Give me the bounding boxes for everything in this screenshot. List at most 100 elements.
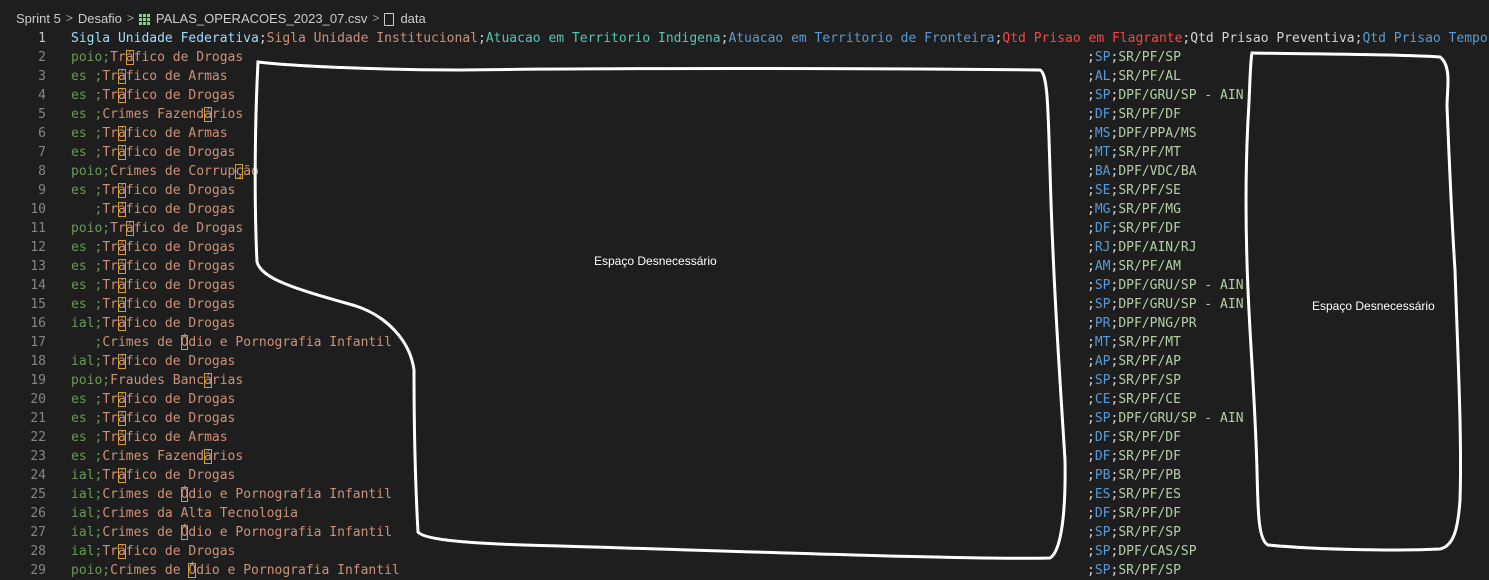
crime-text: dio e Pornografia Infantil [188, 487, 392, 502]
crime-text: fico de Drogas [125, 544, 236, 559]
line-number: 16 [30, 316, 46, 331]
csv-data-line[interactable]: ial;Tráfico de Drogas [71, 542, 1489, 561]
csv-data-line[interactable]: es ;Tráfico de Armas [71, 124, 1489, 143]
csv-data-line-right: ;SP;SR/PF/SP [1087, 563, 1181, 578]
uf-field: SP [1094, 411, 1111, 426]
csv-data-line[interactable]: es ;Tráfico de Drogas [71, 181, 1489, 200]
encoding-error-char: á [117, 544, 126, 559]
encoding-error-char: á [117, 240, 126, 255]
crime-text: rias [211, 373, 244, 388]
truncated-field: es ; [71, 107, 103, 122]
truncated-field: ial; [71, 487, 103, 502]
breadcrumb: Sprint 5 > Desafio > PALAS_OPERACOES_202… [0, 0, 1489, 36]
crime-text: fico de Drogas [125, 202, 236, 217]
truncated-field: ; [71, 202, 103, 217]
crime-text: Tr [102, 259, 118, 274]
uf-field: MG [1094, 202, 1111, 217]
csv-data-line[interactable]: es ;Crimes Fazendários [71, 447, 1489, 466]
header-field: Qtd Prisao Temporar [1362, 31, 1489, 46]
line-number: 14 [30, 278, 46, 293]
line-number: 3 [38, 69, 46, 84]
csv-data-line-right: ;DF;SR/PF/DF [1087, 107, 1181, 122]
csv-data-line-right: ;MT;SR/PF/MT [1087, 145, 1181, 160]
crime-text: Tr [110, 50, 126, 65]
editor-text-area[interactable]: Sigla Unidade Federativa; Sigla Unidade I… [71, 29, 1489, 580]
code-editor[interactable]: 1 2 3 4 5 6 7 8 9 10 11 12 13 14 15 16 17 18 19 20 21 22 23 24… [0, 29, 1489, 580]
encoding-error-char: á [204, 449, 212, 464]
csv-data-line[interactable]: es ;Tráfico de Drogas [71, 390, 1489, 409]
truncated-field: ial; [71, 525, 103, 540]
csv-data-line[interactable]: poio;Crimes de Corrupção [71, 162, 1489, 181]
annotation-label: Espaço Desnecessário [1312, 299, 1435, 313]
csv-data-line[interactable]: ;Crimes de Ódio e Pornografia Infantil [71, 333, 1489, 352]
csv-data-line[interactable]: es ;Tráfico de Drogas [71, 238, 1489, 257]
csv-data-line-right: ;RJ;DPF/AIN/RJ [1087, 240, 1197, 255]
encoding-error-char: á [125, 50, 134, 65]
crime-text: Tr [102, 88, 118, 103]
right-visible-columns: ;SP;SR/PF/SP ;AL;SR/PF/AL ;SP;DPF/GRU/SP -… [1087, 48, 1244, 580]
unit-field: SR/PF/SP [1118, 373, 1181, 388]
encoding-error-char: á [117, 392, 126, 407]
crime-text: fico de Drogas [125, 392, 236, 407]
csv-data-line[interactable]: ial;Crimes de Ódio e Pornografia Infanti… [71, 523, 1489, 542]
truncated-field: ial; [71, 544, 103, 559]
csv-data-line[interactable]: ial;Tráfico de Drogas [71, 466, 1489, 485]
uf-field: DF [1094, 506, 1111, 521]
crime-text: fico de Drogas [133, 221, 244, 236]
truncated-field: es ; [71, 411, 103, 426]
encoding-error-char: á [117, 354, 126, 369]
crime-text: fico de Drogas [125, 468, 236, 483]
csv-data-line[interactable]: poio;Fraudes Bancárias [71, 371, 1489, 390]
crime-text: fico de Armas [125, 69, 228, 84]
crime-text: Tr [102, 430, 118, 445]
header-field: Sigla Unidade Institucional [266, 31, 478, 46]
encoding-error-char: á [117, 297, 126, 312]
csv-data-line[interactable]: poio;Tráfico de Drogas [71, 219, 1489, 238]
csv-data-line[interactable]: poio;Crimes de Ódio e Pornografia Infant… [71, 561, 1489, 580]
csv-data-line[interactable]: ;Tráfico de Drogas [71, 200, 1489, 219]
csv-data-line[interactable]: poio;Tráfico de Drogas [71, 48, 1489, 67]
line-number: 20 [30, 392, 46, 407]
crime-text: Tr [102, 392, 118, 407]
csv-data-line[interactable]: ial;Crimes de Ódio e Pornografia Infanti… [71, 485, 1489, 504]
csv-data-line[interactable]: es ;Tráfico de Drogas [71, 276, 1489, 295]
csv-data-line[interactable]: es ;Tráfico de Drogas [71, 257, 1489, 276]
header-field: Atuacao em Territorio de Fronteira [728, 31, 995, 46]
unit-field: SR/PF/SP [1118, 563, 1181, 578]
csv-file-icon [138, 13, 150, 25]
csv-data-line[interactable]: ial;Crimes da Alta Tecnologia [71, 504, 1489, 523]
csv-data-line[interactable]: es ;Tráfico de Drogas [71, 409, 1489, 428]
breadcrumb-folder-desafio[interactable]: Desafio [77, 10, 122, 26]
breadcrumb-symbol-data[interactable]: data [400, 10, 426, 26]
line-number: 4 [38, 88, 46, 103]
csv-data-line[interactable]: es ;Tráfico de Armas [71, 428, 1489, 447]
unit-field: SR/PF/AM [1118, 259, 1181, 274]
csv-data-line-right: ;SP;DPF/GRU/SP - AIN [1087, 278, 1244, 293]
breadcrumb-folder-sprint5[interactable]: Sprint 5 [16, 10, 61, 26]
truncated-field: poio; [71, 50, 111, 65]
csv-data-line-right: ;AM;SR/PF/AM [1087, 259, 1181, 274]
encoding-error-char: á [117, 278, 126, 293]
breadcrumb-file[interactable]: PALAS_OPERACOES_2023_07.csv [155, 10, 368, 26]
uf-field: MS [1094, 126, 1111, 141]
csv-data-line[interactable]: es ;Tráfico de Armas [71, 67, 1489, 86]
csv-data-line[interactable]: ial;Tráfico de Drogas [71, 314, 1489, 333]
csv-header-line[interactable]: Sigla Unidade Federativa;Sigla Unidade I… [71, 29, 1489, 48]
csv-data-line[interactable]: es ;Tráfico de Drogas [71, 86, 1489, 105]
encoding-error-char: á [117, 411, 126, 426]
csv-data-line[interactable]: es ;Crimes Fazendários [71, 105, 1489, 124]
csv-data-line[interactable]: es ;Tráfico de Drogas [71, 143, 1489, 162]
csv-data-line[interactable]: ial;Tráfico de Drogas [71, 352, 1489, 371]
encoding-error-char: Ó [180, 525, 189, 540]
uf-field: SP [1094, 525, 1111, 540]
uf-field: PR [1094, 316, 1111, 331]
truncated-field: ial; [71, 468, 103, 483]
uf-field: SE [1094, 183, 1111, 198]
unit-field: SR/PF/AP [1118, 354, 1181, 369]
csv-data-line[interactable]: es ;Tráfico de Drogas [71, 295, 1489, 314]
header-field: Qtd Prisao em Flagrante [1002, 31, 1183, 46]
csv-data-line-right: ;SP;SR/PF/SP [1087, 50, 1181, 65]
crime-text: ão [243, 164, 259, 179]
crime-text: Tr [102, 544, 118, 559]
unit-field: SR/PF/DF [1118, 506, 1181, 521]
